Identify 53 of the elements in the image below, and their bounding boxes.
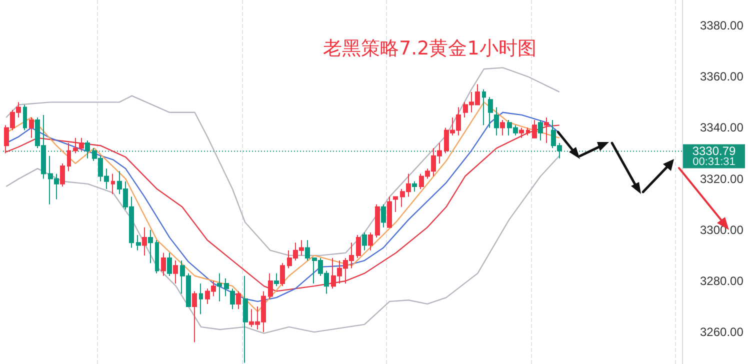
candlestick — [482, 88, 486, 126]
candlestick — [148, 229, 153, 264]
candlestick — [192, 290, 197, 343]
candlestick — [29, 117, 34, 138]
candlestick — [381, 204, 386, 228]
candlestick — [23, 104, 27, 131]
y-tick-label: 3300.00 — [700, 222, 744, 237]
candlestick — [217, 272, 222, 302]
candlestick — [85, 140, 90, 159]
candlestick — [538, 120, 543, 141]
candlestick — [167, 252, 172, 276]
candlestick — [305, 240, 310, 262]
candlestick — [488, 96, 493, 128]
candlestick — [173, 260, 178, 284]
candlestick — [519, 127, 524, 138]
candlestick — [155, 240, 159, 274]
candlestick — [368, 232, 373, 251]
candlestick — [136, 234, 141, 251]
candlestick — [412, 180, 417, 192]
y-tick-label: 3360.00 — [700, 70, 744, 84]
candlestick — [224, 278, 229, 297]
candlestick — [268, 272, 273, 300]
candlestick — [274, 272, 279, 287]
candlestick — [60, 162, 65, 187]
y-tick-label: 3340.00 — [700, 120, 744, 135]
y-tick-label: 3380.00 — [700, 18, 744, 33]
candlestick — [532, 120, 537, 138]
text: 00:31:31 — [692, 156, 736, 168]
text: 老黑策略7.2黄金1小时图 — [323, 38, 536, 60]
candlestick — [500, 120, 505, 136]
y-tick-label: 3280.00 — [700, 274, 744, 288]
candlestick — [356, 234, 361, 258]
candlestick — [199, 283, 203, 315]
candlestick — [375, 204, 380, 238]
candlestick — [280, 262, 285, 287]
candlestick — [142, 226, 147, 256]
y-tick-label: 3260.00 — [700, 325, 744, 340]
candlestick — [494, 106, 499, 136]
candlestick — [387, 196, 392, 228]
candlestick — [67, 142, 71, 172]
line-series — [6, 67, 560, 256]
line-series — [6, 155, 560, 334]
y-tick-label: 3320.00 — [700, 172, 744, 186]
ref-line-label: 3330.79 — [692, 144, 736, 158]
candlestick — [526, 127, 530, 136]
candlestick — [544, 117, 549, 144]
candlestick — [393, 196, 398, 213]
candlestick — [230, 288, 235, 310]
candlestick — [161, 252, 166, 276]
candlestick — [111, 173, 115, 195]
candlestick — [236, 290, 241, 310]
candlestick — [243, 275, 248, 364]
candlestick — [362, 232, 367, 251]
